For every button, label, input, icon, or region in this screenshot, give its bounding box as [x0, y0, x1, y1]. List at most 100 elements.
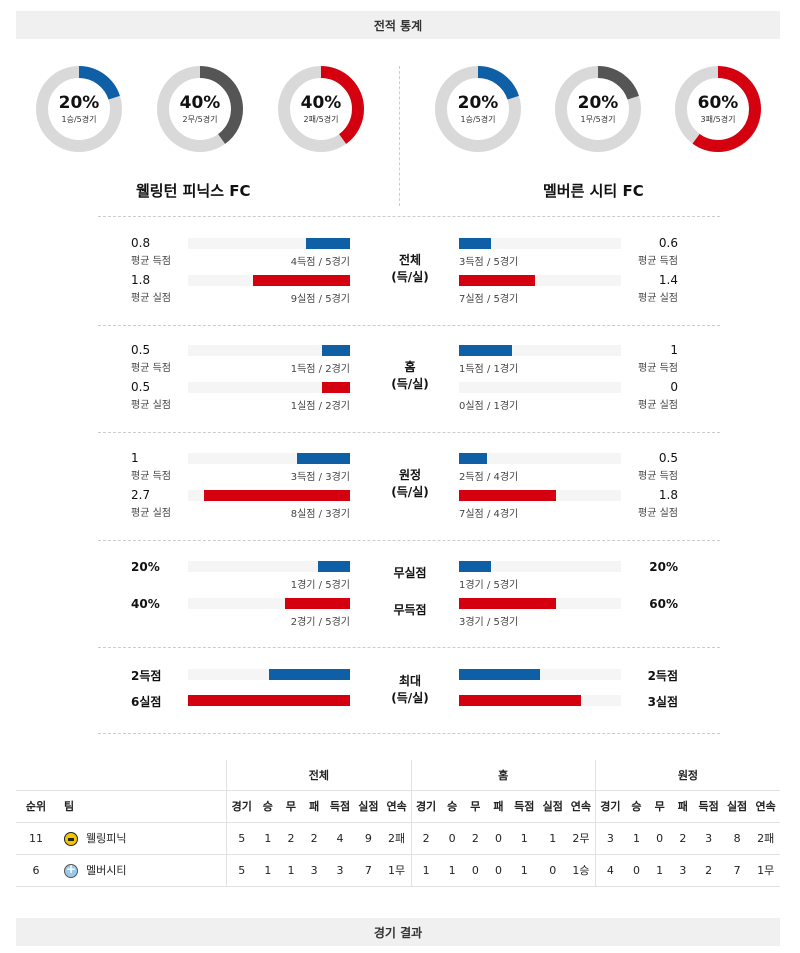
section-divider: [98, 733, 720, 734]
team-crest-icon: [64, 862, 79, 878]
away-stat-value: 20%: [649, 560, 678, 574]
column-header: 득점: [325, 790, 355, 823]
column-header: 실점: [722, 790, 752, 823]
away-stat-label: 평균 실점: [638, 400, 678, 411]
stat-cell: 0: [648, 822, 672, 855]
home-stat-value: 6실점: [131, 695, 162, 709]
column-header: 연속: [382, 790, 412, 823]
blank-cell: [16, 760, 57, 791]
stat-cell: 9: [354, 822, 383, 855]
stat-cell: 5: [226, 854, 257, 887]
donut-label: 40% 2무/5경기: [155, 64, 245, 154]
stat-group-label: 원정: [398, 468, 422, 482]
home-stat-label: 평균 득점: [131, 363, 171, 374]
donut-record: 2무/5경기: [182, 114, 218, 124]
stat-cell: 1무: [382, 854, 412, 887]
results-section-title: 경기 결과: [373, 925, 423, 940]
column-header: 득점: [510, 790, 539, 823]
away-donut: 60% 3패/5경기: [673, 64, 763, 154]
bar-track: [459, 238, 621, 249]
donut-chart: [278, 66, 364, 152]
stat-cell: 1: [510, 822, 539, 855]
home-stat-caption: 1실점 / 2경기: [290, 401, 350, 412]
standings-group-1: 홈: [410, 760, 596, 791]
home-stat-value: 40%: [131, 597, 160, 611]
stat-cell: 2: [671, 822, 695, 855]
donut-arc: [675, 66, 761, 152]
away-stat-value: 0.6: [658, 236, 678, 250]
bar-track: [459, 345, 621, 356]
table-row[interactable]: 6멜버시티5113371무1100101승4013271무: [16, 854, 780, 887]
stat-cell: 7: [722, 854, 752, 887]
rank-header: 순위: [16, 790, 57, 823]
section-divider: [98, 432, 720, 433]
away-stat-bar: [459, 598, 556, 609]
stat-cell: 4: [594, 854, 625, 887]
column-header: 승: [440, 790, 464, 823]
bar-track: [188, 453, 350, 464]
away-stat-value: 60%: [649, 597, 678, 611]
donut-record: 3패/5경기: [700, 114, 736, 124]
column-header: 승: [624, 790, 649, 823]
standings-group-2: 원정: [594, 760, 780, 791]
stat-cell: 0: [538, 854, 567, 887]
home-stat-caption: 1득점 / 2경기: [290, 364, 350, 375]
column-header: 경기: [594, 790, 625, 823]
stat-cell: 3: [694, 822, 723, 855]
standings-header-row: 순위 팀 경기 승 무 패 득점 실점 연속 경기 승 무 패 득점 실점 연속 경기 승 무 패 득점 실점 연속: [16, 790, 780, 823]
away-stat-value: 0: [670, 380, 678, 394]
stat-group-label: 최대: [398, 674, 422, 688]
stat-cell: 1: [510, 854, 539, 887]
team-crest-icon: [64, 832, 79, 846]
away-stat-bar: [459, 275, 535, 286]
donut-percent: 40%: [179, 92, 221, 113]
stat-cell: 8: [722, 822, 752, 855]
away-stat-bar: [459, 561, 491, 572]
team-cell: 멜버시티: [56, 854, 227, 887]
stat-group-sublabel: (득/실): [391, 270, 429, 284]
home-stat-label: 평균 실점: [131, 508, 171, 519]
team-divider: [399, 66, 400, 206]
stat-cell: 1무: [751, 854, 780, 887]
donut-arc: [157, 66, 243, 152]
donut-arc: [36, 66, 122, 152]
away-stat-caption: 7실점 / 5경기: [459, 294, 519, 305]
standings-group-0: 전체: [226, 760, 412, 791]
home-stat-bar: [297, 453, 350, 464]
home-stat-value: 1.8: [131, 273, 151, 287]
donut-label: 20% 1무/5경기: [553, 64, 643, 154]
home-stat-caption: 1경기 / 5경기: [290, 580, 350, 591]
donut-arc: [278, 66, 364, 152]
standings-table: 전체 홈 원정 순위 팀 경기 승 무 패 득점 실점 연속 경기 승 무 패 득점 실점 연속 경기 승 무 패 득점 실점 연…: [16, 760, 780, 887]
donut-percent: 20%: [457, 92, 499, 113]
stats-section-header: 전적 통계: [16, 11, 780, 39]
home-donut: 40% 2패/5경기: [276, 64, 366, 154]
home-stat-bar: [204, 490, 350, 501]
donut-record: 1승/5경기: [460, 114, 496, 124]
away-stat-label: 평균 득점: [638, 256, 678, 267]
donut-percent: 60%: [697, 92, 739, 113]
team-cell: 웰링피닉: [56, 822, 227, 855]
donut-chart: [675, 66, 761, 152]
away-donut: 20% 1무/5경기: [553, 64, 643, 154]
table-row[interactable]: 11 웰링피닉 5 1 2 2 4 9 2패 2 0 2 0 1 1 2무 3 1 0 2 3 8 2패: [16, 822, 780, 855]
stat-group-label: 무득점: [393, 603, 427, 617]
stat-cell: 2: [410, 822, 441, 855]
column-header: 득점: [694, 790, 723, 823]
stat-cell: 1승: [566, 854, 596, 887]
stat-cell: 3: [302, 854, 326, 887]
donut-chart: [435, 66, 521, 152]
bar-track: [188, 382, 350, 393]
bar-track: [459, 382, 621, 393]
away-stat-value: 2득점: [647, 669, 678, 683]
away-stat-caption: 1경기 / 5경기: [459, 580, 519, 591]
stat-cell: 0: [624, 854, 649, 887]
away-stat-value: 1.4: [658, 273, 678, 287]
stat-cell: 1: [256, 854, 280, 887]
stat-cell: 2: [302, 822, 326, 855]
stat-group-label: 무실점: [393, 566, 427, 580]
team-header: 팀: [56, 790, 227, 823]
home-stat-label: 평균 득점: [131, 256, 171, 267]
stat-cell: 0: [440, 822, 464, 855]
home-stat-caption: 9실점 / 5경기: [290, 294, 350, 305]
